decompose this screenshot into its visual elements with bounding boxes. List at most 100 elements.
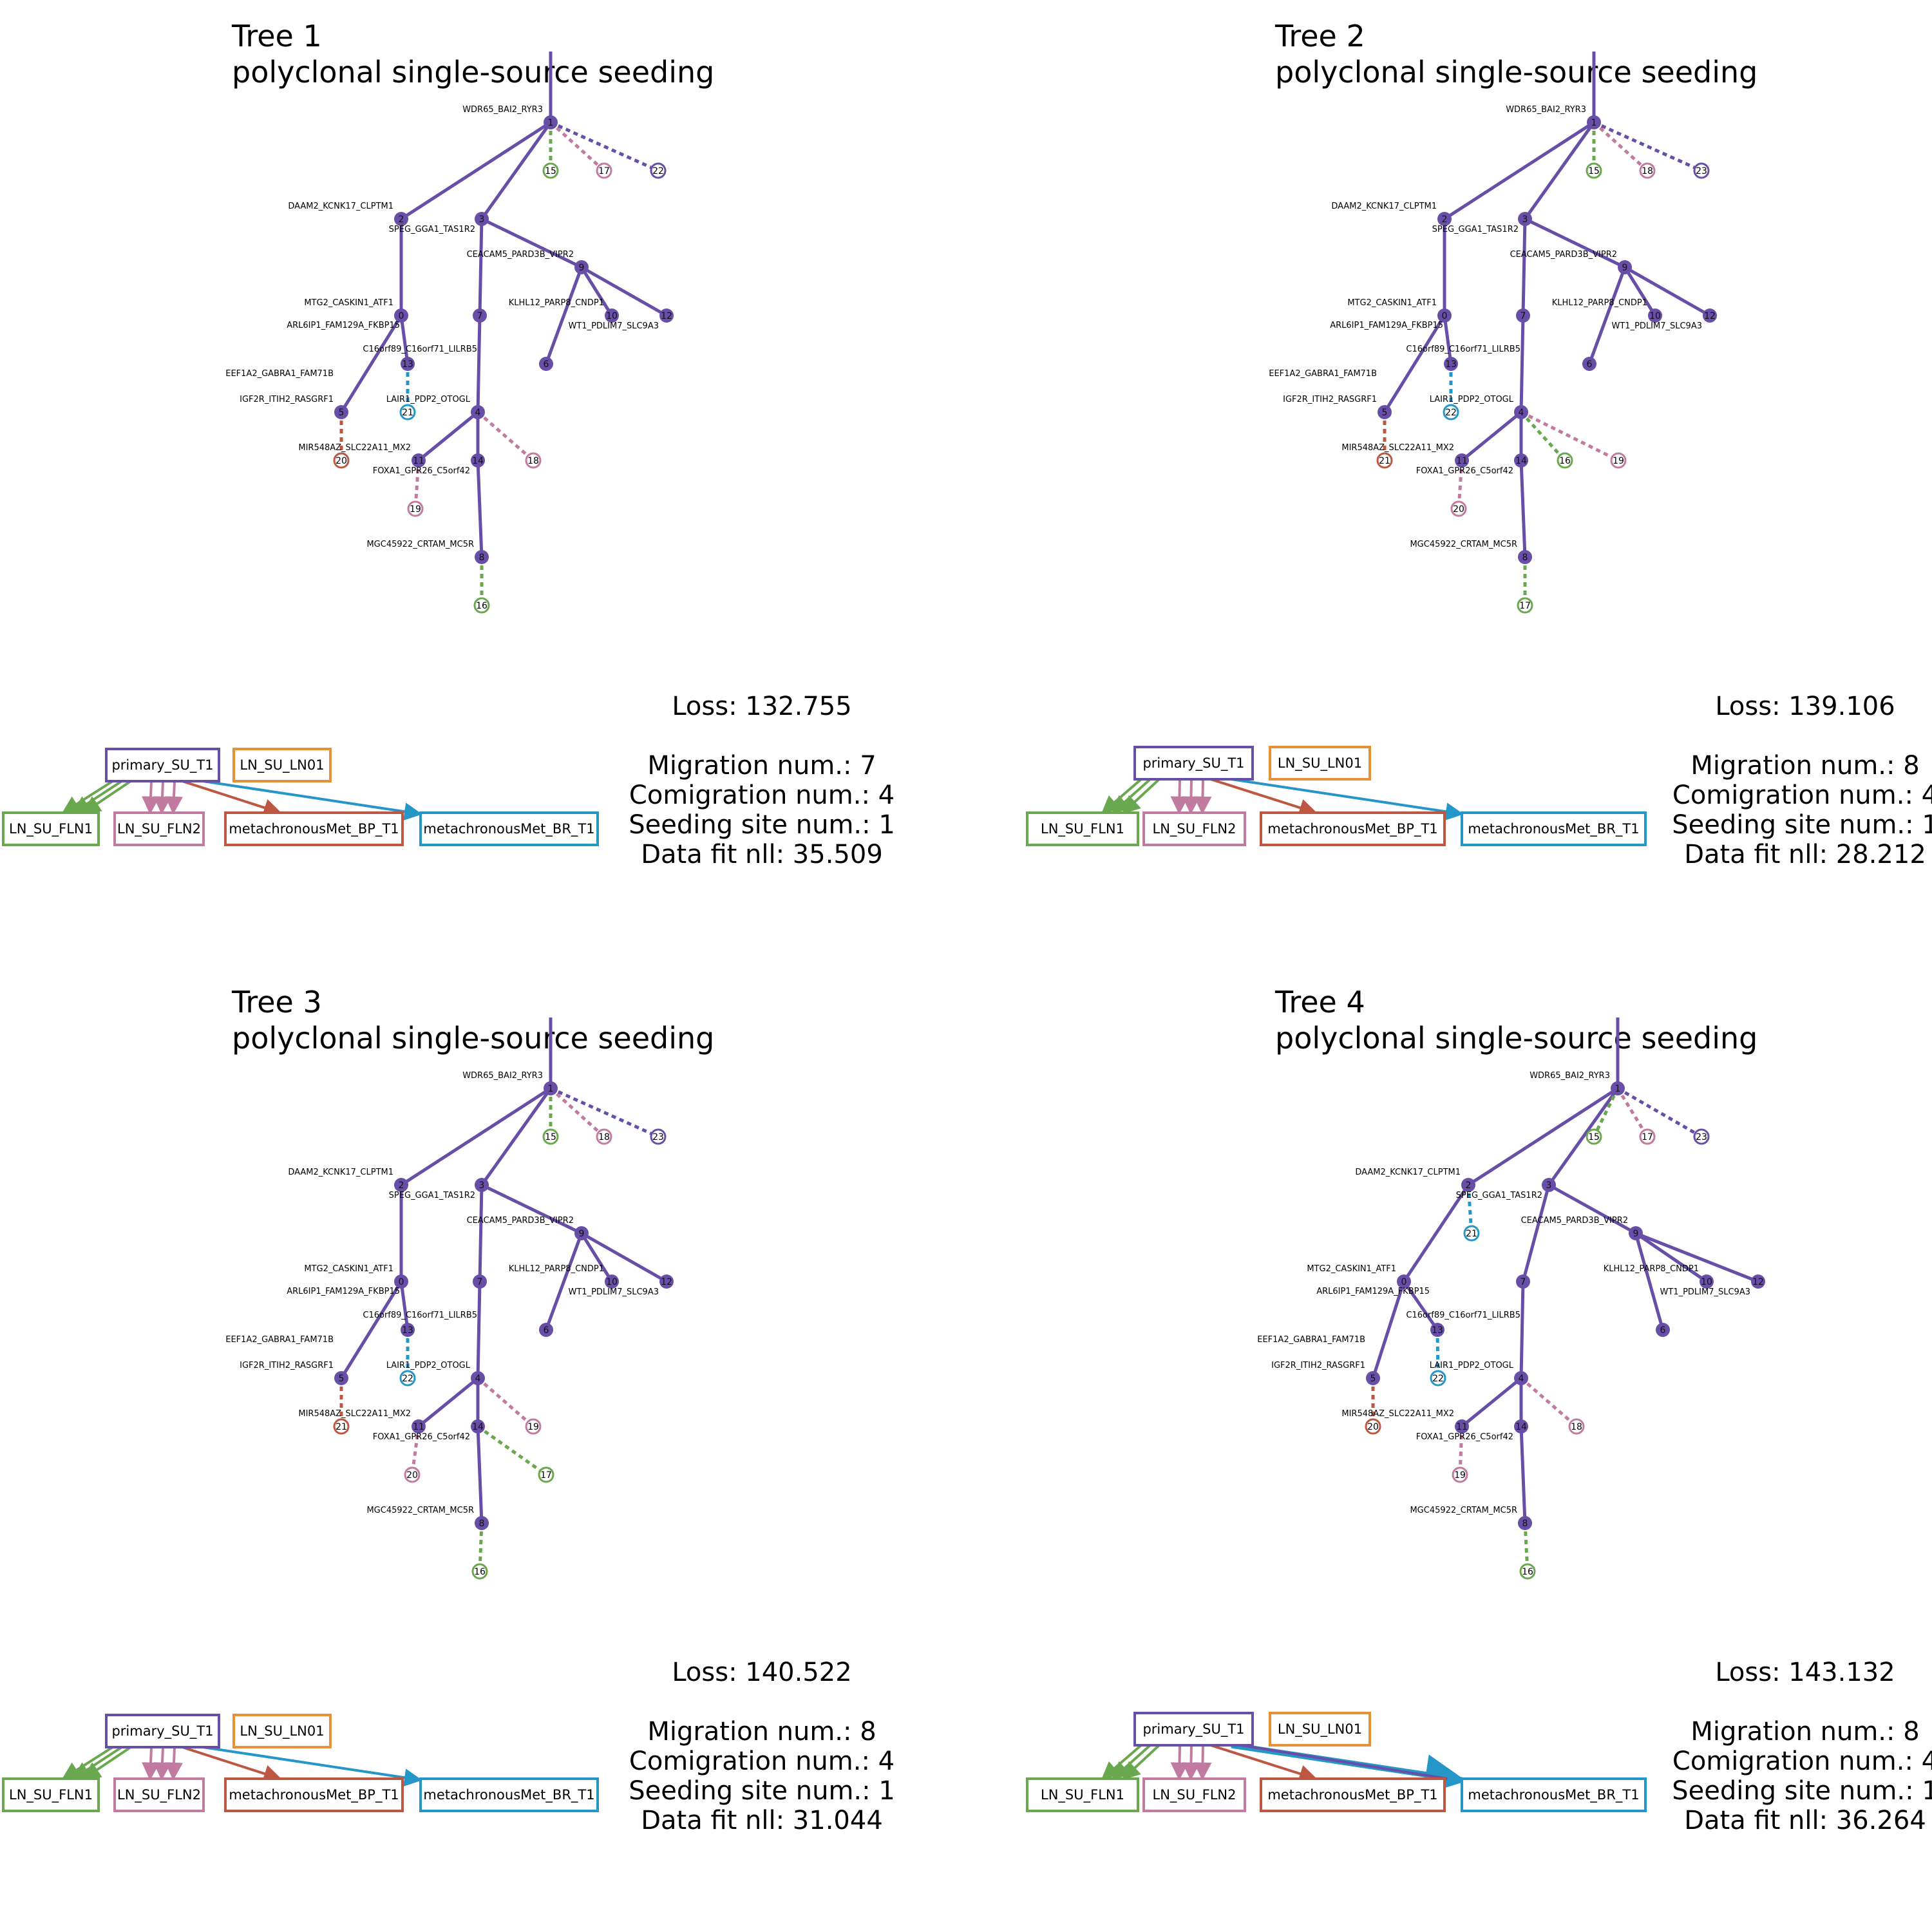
tree-edge bbox=[544, 1233, 583, 1331]
leaf-node bbox=[1639, 162, 1656, 179]
migration-edge bbox=[477, 1377, 535, 1428]
tree-edge bbox=[1523, 121, 1596, 220]
leaf-node-label: 23 bbox=[652, 1132, 664, 1142]
migration-edge bbox=[1520, 410, 1620, 462]
clone-node-label: 3 bbox=[479, 1180, 485, 1191]
site-label: LN_SU_FLN1 bbox=[9, 821, 93, 837]
tree-edge bbox=[476, 1426, 484, 1524]
site-box bbox=[1461, 1777, 1647, 1812]
site-box bbox=[1269, 1712, 1371, 1747]
mutation-label: MTG2_CASKIN1_ATF1 bbox=[1347, 298, 1437, 308]
migration-arrow bbox=[202, 780, 422, 821]
clone-node-label: 4 bbox=[1519, 1374, 1524, 1384]
migration-graph: primary_SU_T1 LN_SU_LN01 LN_SU_FLN1 LN_SU_F… bbox=[2, 1714, 599, 1812]
tree-edge bbox=[1634, 1233, 1665, 1331]
clone-node bbox=[1378, 405, 1392, 419]
mutation-label: WT1_PDLIM7_SLC9A3 bbox=[1660, 1287, 1751, 1297]
leaf-node bbox=[399, 404, 416, 421]
clone-node bbox=[1455, 1419, 1469, 1434]
tree-edge bbox=[1623, 266, 1657, 317]
site-label: LN_SU_FLN1 bbox=[1041, 1787, 1124, 1803]
site-box bbox=[2, 1777, 100, 1812]
migration-graph: primary_SU_T1 LN_SU_LN01 LN_SU_FLN1 LN_SU_F… bbox=[1026, 746, 1647, 846]
clone-node-label: 11 bbox=[1456, 456, 1468, 466]
mutation-label: WDR65_BAI2_RYR3 bbox=[1506, 105, 1586, 115]
site-box bbox=[105, 1714, 220, 1748]
clone-node bbox=[1461, 1178, 1475, 1192]
clone-node-label: 1 bbox=[548, 1084, 554, 1094]
leaf-node bbox=[542, 162, 559, 179]
leaf-node-label: 20 bbox=[336, 456, 347, 466]
leaf-node-label: 17 bbox=[598, 166, 610, 176]
mutation-label: IGF2R_ITIH2_RASGRF1 bbox=[1271, 1361, 1365, 1370]
mutation-label: SPEG_GGA1_TAS1R2 bbox=[1432, 225, 1519, 234]
tree-edge bbox=[1443, 120, 1595, 221]
data-fit-nll: Data fit nll: 35.509 bbox=[641, 840, 883, 869]
migration-graph: primary_SU_T1 LN_SU_LN01 LN_SU_FLN1 LN_SU_F… bbox=[2, 748, 599, 846]
migration-arrow bbox=[1101, 1744, 1142, 1780]
clone-node-label: 5 bbox=[1382, 408, 1388, 418]
mutation-label: CEACAM5_PARD3B_VIPR2 bbox=[467, 250, 574, 260]
leaf-node bbox=[1365, 1418, 1381, 1435]
migration-arrow bbox=[153, 781, 172, 815]
mutation-label: WDR65_BAI2_RYR3 bbox=[462, 105, 543, 115]
leaf-node bbox=[1450, 500, 1467, 517]
leaf-node-label: 20 bbox=[406, 1470, 418, 1481]
leaf-node bbox=[1519, 1563, 1536, 1580]
mutation-label: KLHL12_PARP8_CNDP1 bbox=[509, 1264, 604, 1274]
clone-node-label: 2 bbox=[1466, 1180, 1472, 1191]
site-box bbox=[1133, 746, 1254, 781]
clone-node bbox=[1611, 1081, 1625, 1095]
leaf-node-label: 18 bbox=[1571, 1422, 1582, 1432]
migration-arrow bbox=[1111, 1744, 1151, 1780]
migration-edge bbox=[477, 1425, 547, 1477]
site-label: LN_SU_LN01 bbox=[1278, 1721, 1362, 1738]
clone-node-label: 12 bbox=[1752, 1277, 1764, 1287]
migration-edge bbox=[1616, 1086, 1703, 1139]
mutation-label: DAAM2_KCNK17_CLPTM1 bbox=[1355, 1168, 1461, 1177]
clone-node bbox=[544, 1081, 558, 1095]
clone-node bbox=[659, 308, 674, 323]
mutation-label: WDR65_BAI2_RYR3 bbox=[462, 1071, 543, 1081]
clone-node-label: 1 bbox=[1591, 118, 1597, 128]
clone-node-label: 2 bbox=[1442, 214, 1448, 225]
clone-node-label: 8 bbox=[479, 553, 485, 563]
site-box bbox=[1260, 811, 1446, 846]
clone-node bbox=[1514, 1371, 1528, 1385]
clone-node bbox=[539, 1323, 553, 1337]
site-label: metachronousMet_BP_T1 bbox=[1267, 821, 1437, 837]
clone-node bbox=[574, 260, 589, 274]
leaf-node bbox=[1568, 1418, 1585, 1435]
tree-edge bbox=[1635, 1231, 1759, 1283]
leaf-node-label: 22 bbox=[652, 166, 664, 176]
clone-node bbox=[1366, 1371, 1380, 1385]
leaf-node bbox=[333, 452, 350, 469]
leaf-node bbox=[407, 500, 424, 517]
mutation-label: ARL6IP1_FAM129A_FKBP15 bbox=[287, 321, 400, 330]
leaf-node-label: 19 bbox=[1613, 456, 1624, 466]
leaf-node bbox=[1610, 452, 1627, 469]
clone-node bbox=[1516, 308, 1530, 323]
site-box bbox=[419, 1777, 599, 1812]
comigration-count: Comigration num.: 4 bbox=[629, 1747, 895, 1776]
tree-edge bbox=[580, 266, 614, 317]
mutation-label: SPEG_GGA1_TAS1R2 bbox=[389, 1191, 475, 1200]
leaf-node-label: 21 bbox=[336, 1422, 347, 1432]
migration-arrow bbox=[1210, 778, 1318, 817]
migration-arrow bbox=[1170, 1745, 1189, 1781]
tree-edge bbox=[580, 1232, 614, 1283]
clone-node-label: 0 bbox=[1442, 311, 1448, 321]
mutation-label: KLHL12_PARP8_CNDP1 bbox=[1552, 298, 1647, 308]
clone-node-label: 14 bbox=[472, 1422, 484, 1432]
migration-arrow bbox=[1193, 779, 1212, 815]
clone-node-label: 14 bbox=[472, 456, 484, 466]
clone-node bbox=[412, 1419, 426, 1434]
leaf-node-label: 18 bbox=[598, 1132, 610, 1142]
clone-node-label: 9 bbox=[1622, 263, 1628, 273]
migration-arrow bbox=[165, 1747, 184, 1781]
leaf-node bbox=[471, 1563, 488, 1580]
migration-arrow bbox=[142, 781, 160, 815]
leaf-node-label: 19 bbox=[410, 504, 421, 515]
